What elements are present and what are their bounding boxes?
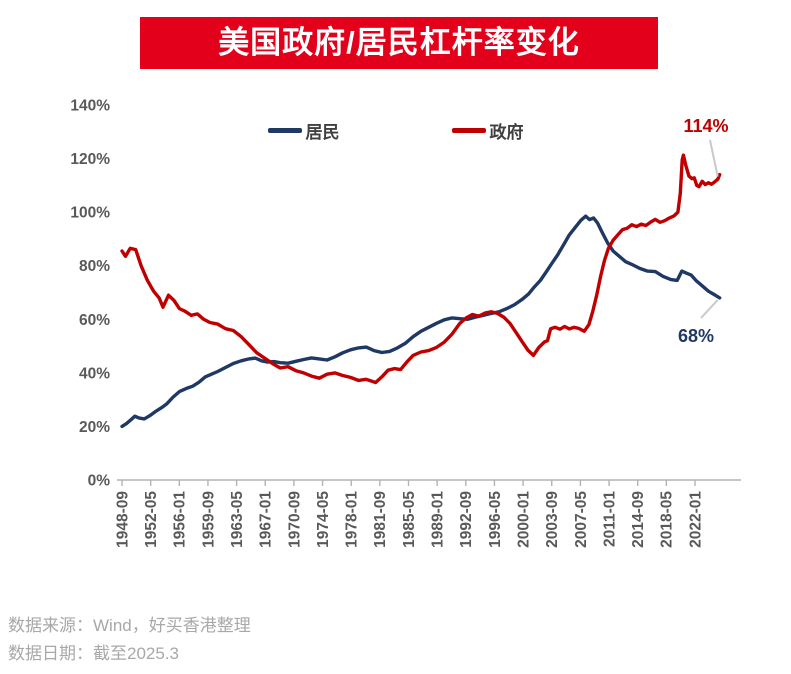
y-axis-tick-label: 20% — [79, 419, 110, 436]
x-axis-tick-label: 1989-01 — [430, 491, 447, 548]
chart-canvas: 0% 20% 40% 60% 80% 100% 120% 140% 1948-09 1952-05… — [70, 98, 741, 548]
data-date-note: 数据日期：截至2025.3 — [8, 644, 179, 663]
x-axis-tick-label: 1992-09 — [458, 491, 475, 548]
data-source-note: 数据来源：Wind，好买香港整理 — [8, 616, 251, 635]
x-axis-tick-label: 1959-09 — [200, 491, 217, 548]
x-axis-tick-label: 1967-01 — [258, 491, 275, 548]
x-axis-tick-label: 2003-09 — [544, 491, 561, 548]
x-axis-tick-label: 1963-05 — [229, 491, 246, 548]
y-axis-tick-label: 120% — [70, 151, 110, 168]
x-axis-tick-label: 1956-01 — [172, 491, 189, 548]
legend-label-government: 政府 — [489, 123, 524, 142]
chart-title-banner: 美国政府/居民杠杆率变化 — [140, 17, 658, 69]
y-axis-tick-label: 0% — [88, 473, 111, 490]
y-axis-tick-label: 40% — [79, 365, 110, 382]
y-axis-tick-label: 100% — [70, 205, 110, 222]
line-chart: 0% 20% 40% 60% 80% 100% 120% 140% 1948-09 1952-05… — [0, 90, 791, 610]
x-axis-tick-label: 2014-09 — [630, 491, 647, 548]
x-axis-tick-label: 1970-09 — [286, 491, 303, 548]
x-axis-tick-label: 1985-05 — [401, 491, 418, 548]
y-axis-tick-label: 60% — [79, 312, 110, 329]
government-line-swatch — [451, 128, 486, 133]
x-axis-tick-label: 2018-05 — [659, 491, 676, 548]
x-axis-tick-label: 2011-01 — [601, 491, 618, 547]
y-axis-tick-label: 80% — [79, 258, 110, 275]
x-axis-tick-label: 1996-05 — [487, 491, 504, 548]
household-annotation-leader-line — [700, 299, 719, 319]
y-axis-tick-label: 140% — [70, 98, 110, 115]
household-line-swatch — [267, 128, 302, 133]
legend-item-government: 政府 — [451, 118, 524, 143]
x-axis-tick-label: 1974-05 — [315, 491, 332, 548]
government-annotation-leader-line — [709, 139, 719, 177]
x-axis-tick-label: 2022-01 — [687, 491, 704, 548]
x-axis-tick-label: 1978-01 — [344, 491, 361, 548]
x-axis-tick-label: 1981-09 — [372, 491, 389, 548]
series-line-government — [120, 153, 722, 385]
x-axis-tick-label: 1948-09 — [114, 491, 131, 548]
legend-item-household: 居民 — [267, 118, 340, 143]
government-end-value-label: 114% — [683, 116, 728, 136]
x-axis-tick-label: 2007-05 — [573, 491, 590, 548]
chart-legend: 居民 政府 — [0, 118, 791, 143]
series-line-household — [120, 214, 722, 429]
x-axis-tick-label: 2000-01 — [516, 491, 533, 548]
x-axis-tick-label: 1952-05 — [143, 491, 160, 548]
legend-label-household: 居民 — [305, 123, 340, 142]
household-end-value-label: 68% — [678, 326, 714, 346]
